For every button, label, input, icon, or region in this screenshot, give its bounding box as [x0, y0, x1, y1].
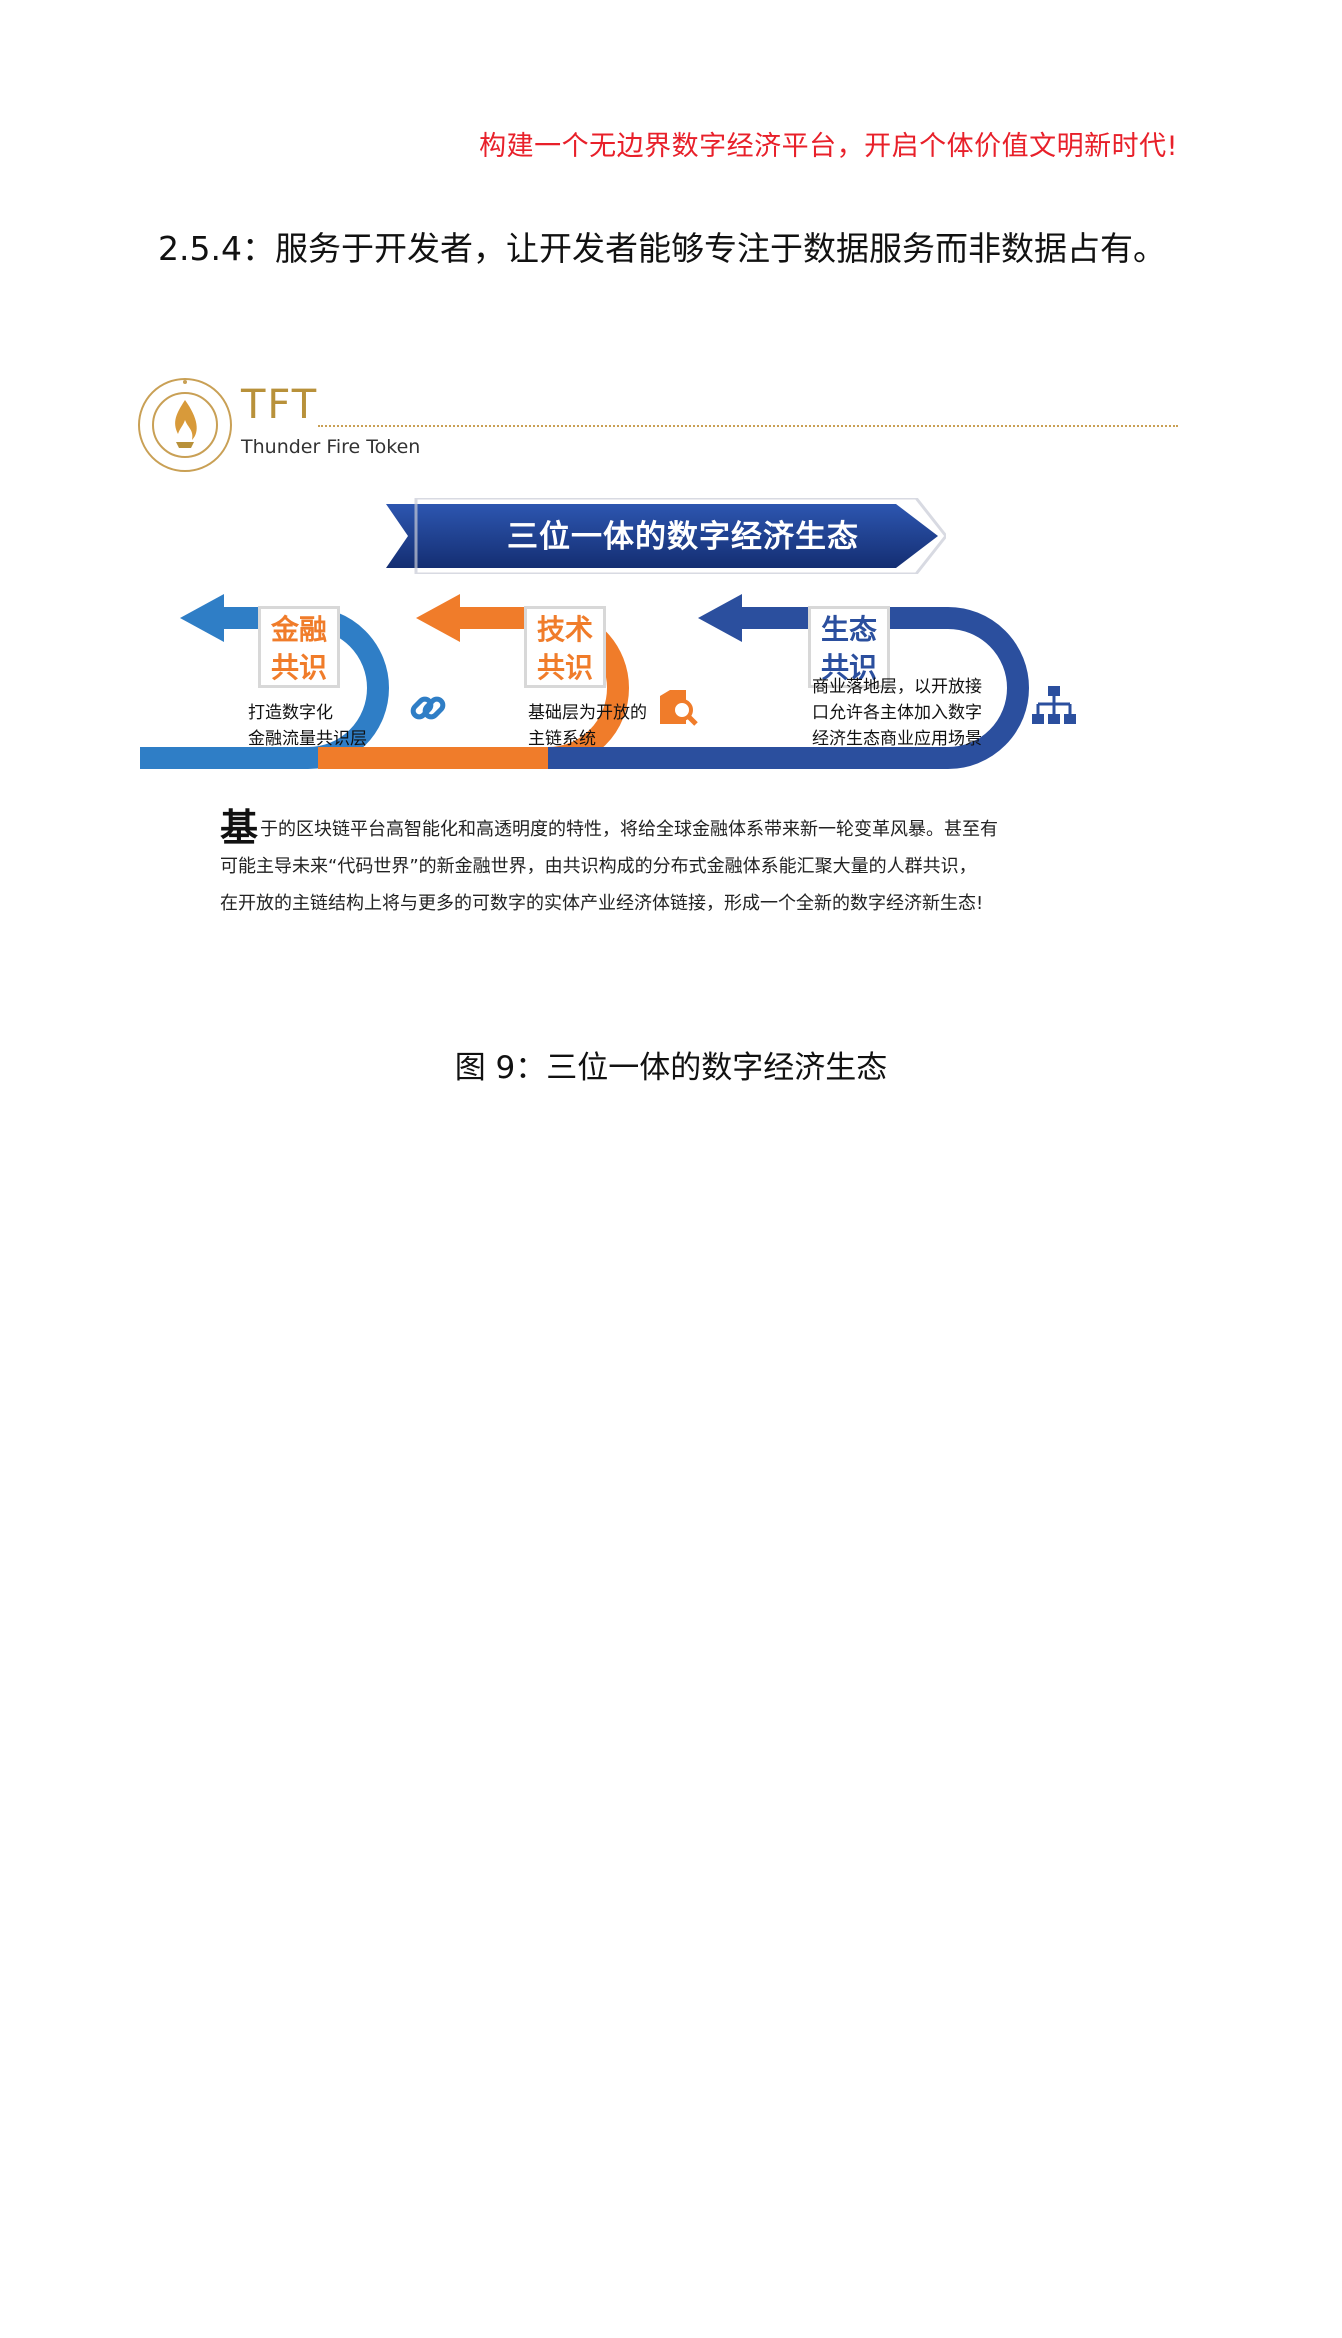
- finance-consensus-box: 金融 共识: [258, 606, 340, 688]
- search-box-icon: [660, 690, 698, 726]
- ecosystem-figure: TFT Thunder Fire Token 三位一体的数字经济生态: [128, 370, 1178, 950]
- link-icon: [410, 696, 446, 720]
- header-divider: [318, 425, 1178, 427]
- page-slogan: 构建一个无边界数字经济平台，开启个体价值文明新时代!: [479, 131, 1178, 162]
- title-banner: [386, 498, 946, 574]
- eco-consensus-box: 生态 共识: [808, 606, 890, 688]
- tech-consensus-box: 技术 共识: [524, 606, 606, 688]
- tech-title-line2: 共识: [536, 651, 593, 684]
- eco-title-line1: 生态: [820, 613, 877, 646]
- finance-description: 打造数字化 金融流量共识层: [248, 703, 367, 749]
- figure-paragraph: 基于的区块链平台高智能化和高透明度的特性，将给全球金融体系带来新一轮变革风暴。甚…: [220, 806, 999, 914]
- eco-description: 商业落地层，以开放接 口允许各主体加入数字 经济生态商业应用场景: [812, 677, 982, 749]
- logo-subtitle: Thunder Fire Token: [241, 436, 421, 458]
- section-heading: 2.5.4：服务于开发者，让开发者能够专注于数据服务而非数据占有。: [158, 229, 1166, 268]
- banner-title: 三位一体的数字经济生态: [507, 519, 859, 555]
- eco-title-line2: 共识: [820, 651, 877, 684]
- finance-title-line1: 金融: [270, 613, 327, 646]
- tft-logo: [136, 376, 234, 474]
- figure-caption: 图 9：三位一体的数字经济生态: [454, 1050, 888, 1086]
- fire-seal-icon: [138, 378, 232, 472]
- finance-title-line2: 共识: [270, 651, 327, 684]
- logo-title: TFT: [241, 382, 319, 428]
- tech-description: 基础层为开放的 主链系统: [528, 703, 647, 749]
- tech-title-line1: 技术: [536, 613, 593, 646]
- hierarchy-icon: [1032, 686, 1076, 724]
- drop-cap: 基: [220, 806, 259, 850]
